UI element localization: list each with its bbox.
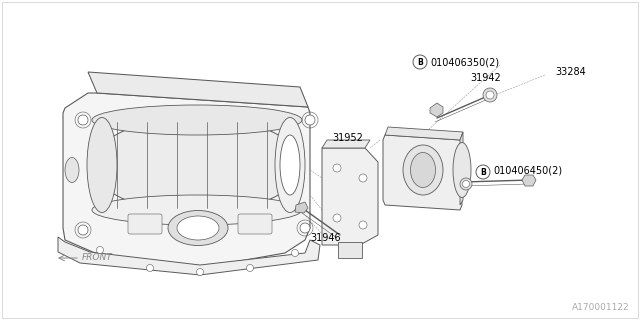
Polygon shape xyxy=(460,132,463,205)
Ellipse shape xyxy=(275,117,305,212)
Text: 33284: 33284 xyxy=(555,67,586,77)
Circle shape xyxy=(147,265,154,271)
Circle shape xyxy=(97,246,104,253)
Ellipse shape xyxy=(280,135,300,195)
Polygon shape xyxy=(430,103,443,117)
Polygon shape xyxy=(295,202,308,213)
Circle shape xyxy=(300,223,310,233)
Text: 31946: 31946 xyxy=(310,233,340,243)
Circle shape xyxy=(483,88,497,102)
Polygon shape xyxy=(88,72,308,107)
Ellipse shape xyxy=(92,195,302,225)
Text: B: B xyxy=(417,58,423,67)
Circle shape xyxy=(246,265,253,271)
Circle shape xyxy=(333,214,341,222)
Circle shape xyxy=(460,178,472,190)
Circle shape xyxy=(413,55,427,69)
Polygon shape xyxy=(63,93,310,268)
Ellipse shape xyxy=(92,105,302,135)
Polygon shape xyxy=(322,148,378,245)
Polygon shape xyxy=(522,175,536,186)
Polygon shape xyxy=(58,237,320,275)
Ellipse shape xyxy=(168,211,228,245)
Circle shape xyxy=(305,115,315,125)
Polygon shape xyxy=(338,242,362,258)
Circle shape xyxy=(196,268,204,276)
Text: 31952: 31952 xyxy=(332,133,363,143)
Circle shape xyxy=(359,221,367,229)
Text: 010406350(2): 010406350(2) xyxy=(430,57,499,67)
Circle shape xyxy=(291,250,298,257)
Ellipse shape xyxy=(87,117,117,212)
Ellipse shape xyxy=(410,153,435,188)
FancyBboxPatch shape xyxy=(238,214,272,234)
Ellipse shape xyxy=(453,142,471,197)
Ellipse shape xyxy=(403,145,443,195)
Text: 31942: 31942 xyxy=(470,73,500,83)
Text: A170001122: A170001122 xyxy=(572,303,630,312)
Polygon shape xyxy=(383,135,462,210)
Ellipse shape xyxy=(65,157,79,182)
Circle shape xyxy=(476,165,490,179)
FancyBboxPatch shape xyxy=(128,214,162,234)
Circle shape xyxy=(463,180,470,188)
Text: B: B xyxy=(480,167,486,177)
Circle shape xyxy=(486,91,494,99)
Circle shape xyxy=(78,225,88,235)
Polygon shape xyxy=(385,127,463,140)
Text: FRONT: FRONT xyxy=(82,253,113,262)
Ellipse shape xyxy=(177,216,219,240)
Text: 010406450(2): 010406450(2) xyxy=(493,165,562,175)
Polygon shape xyxy=(322,140,370,148)
Circle shape xyxy=(333,164,341,172)
Circle shape xyxy=(78,115,88,125)
Circle shape xyxy=(359,174,367,182)
Ellipse shape xyxy=(92,117,302,212)
